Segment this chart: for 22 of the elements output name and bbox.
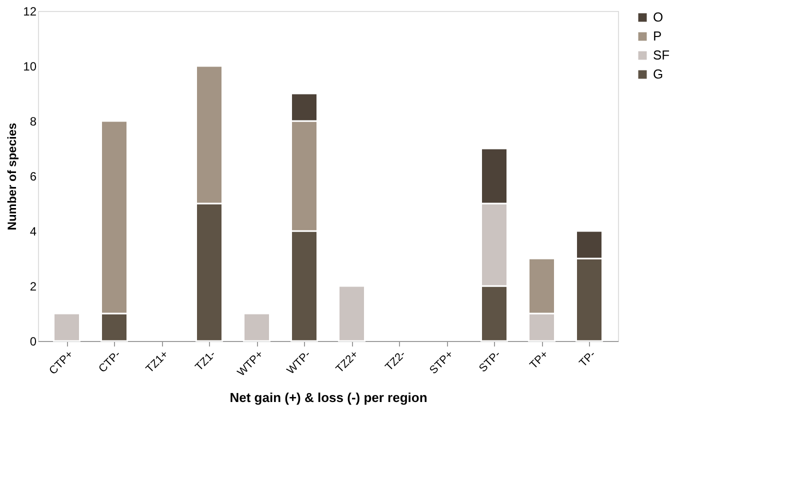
bar <box>243 312 270 342</box>
bar <box>53 312 80 342</box>
legend-label: SF <box>653 48 670 62</box>
x-tick-label: TP- <box>577 348 598 370</box>
y-tick-label: 12 <box>23 4 37 18</box>
x-tick-label: CTP- <box>96 348 124 376</box>
x-tick-label: TP+ <box>528 348 551 372</box>
x-tick-label: TZ1- <box>193 348 218 374</box>
y-tick-label: 8 <box>30 114 37 128</box>
y-tick-label: 2 <box>30 280 37 294</box>
y-axis-title: Number of species <box>5 122 20 230</box>
y-tick-label: 0 <box>30 334 37 348</box>
y-tick-label: 4 <box>30 224 37 238</box>
x-tick-label: TZ2- <box>383 348 408 374</box>
legend-label: O <box>653 10 664 24</box>
y-tick-label: 10 <box>23 60 37 74</box>
x-tick-label: STP- <box>477 348 504 375</box>
x-axis-title: Net gain (+) & loss (-) per region <box>230 390 428 406</box>
legend-label: G <box>653 66 664 82</box>
y-tick-label: 6 <box>30 170 37 184</box>
legend-label: P <box>653 28 662 44</box>
bar <box>338 285 366 342</box>
